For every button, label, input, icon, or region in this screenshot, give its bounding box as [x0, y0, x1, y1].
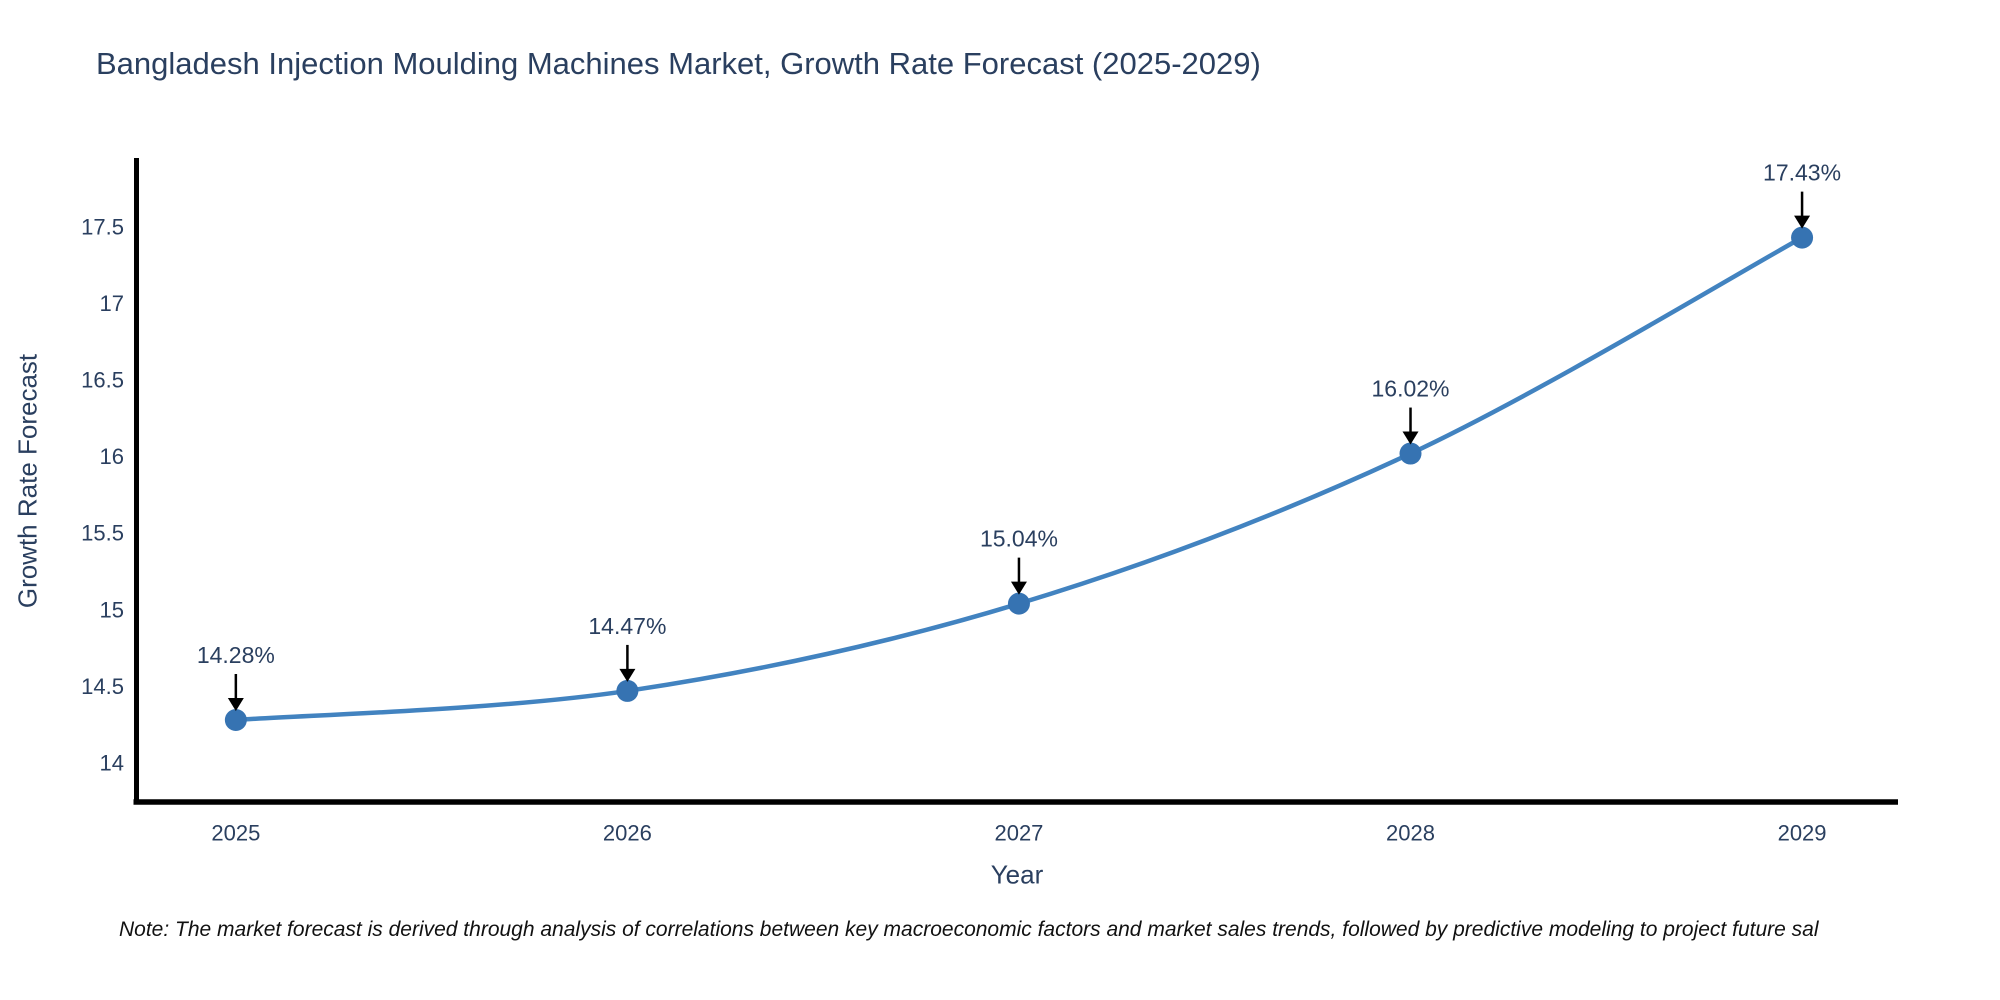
y-tick-label: 17.5: [81, 214, 124, 239]
annotation-arrowhead: [1010, 581, 1027, 595]
data-point-marker-2028: [1399, 442, 1422, 465]
y-tick-label: 16: [100, 444, 124, 469]
x-tick-label: 2025: [211, 821, 260, 846]
annotation-arrowhead: [1794, 215, 1811, 229]
data-point-marker-2026: [616, 679, 639, 702]
x-axis-title: Year: [990, 859, 1044, 890]
data-point-marker-2025: [224, 709, 247, 732]
data-point-label: 16.02%: [1372, 376, 1450, 402]
y-tick-label: 17: [100, 291, 124, 316]
y-tick-label: 14.5: [81, 674, 124, 699]
y-tick-label: 15: [100, 597, 124, 622]
x-tick-label: 2029: [1778, 821, 1827, 846]
x-tick-label: 2026: [603, 821, 652, 846]
y-tick-label: 14: [100, 750, 124, 775]
trend-line: [233, 235, 1805, 723]
chart-title: Bangladesh Injection Moulding Machines M…: [96, 46, 1261, 81]
annotation-arrowhead: [619, 668, 636, 682]
data-point-label: 15.04%: [980, 526, 1058, 552]
y-tick-label: 16.5: [81, 368, 124, 393]
x-tick-label: 2027: [994, 821, 1043, 846]
annotation-arrowhead: [1402, 431, 1419, 445]
data-point-label: 14.47%: [588, 613, 666, 639]
data-point-marker-2027: [1007, 592, 1030, 615]
data-point-label: 14.28%: [197, 642, 275, 668]
y-tick-label: 15.5: [81, 521, 124, 546]
footnote: Note: The market forecast is derived thr…: [119, 918, 1819, 941]
annotation-arrowhead: [227, 698, 244, 712]
y-axis-title: Growth Rate Forecast: [12, 353, 43, 609]
x-tick-label: 2028: [1386, 821, 1435, 846]
data-point-marker-2029: [1791, 226, 1814, 249]
data-point-label: 17.43%: [1763, 160, 1841, 186]
